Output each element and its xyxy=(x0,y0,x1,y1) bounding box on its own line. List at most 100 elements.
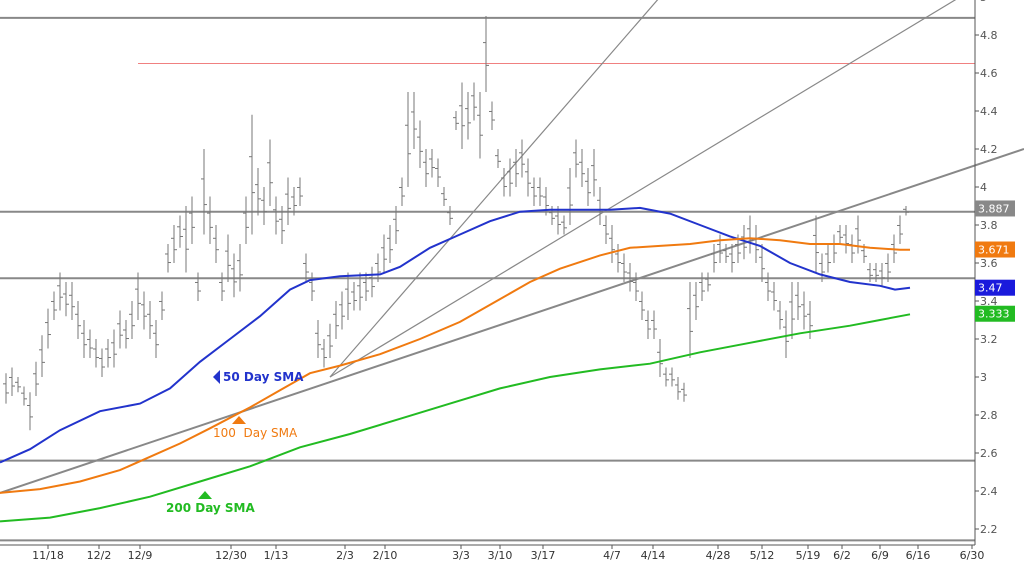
price-bar xyxy=(141,291,147,330)
price-bar xyxy=(657,339,663,377)
price-bar xyxy=(873,263,879,282)
price-bar xyxy=(591,149,597,197)
x-tick-label: 2/3 xyxy=(336,549,354,562)
price-bar xyxy=(627,263,633,292)
price-bar xyxy=(195,272,201,301)
price-bar xyxy=(771,282,777,311)
price-bars xyxy=(3,16,909,431)
price-bar xyxy=(471,82,477,121)
x-tick-label: 5/12 xyxy=(750,549,775,562)
up-arrow-icon xyxy=(232,416,246,424)
price-bar xyxy=(99,348,105,377)
price-bar xyxy=(885,253,891,282)
price-bar xyxy=(879,263,885,286)
price-bar xyxy=(381,234,387,273)
price-bar xyxy=(363,272,369,301)
price-tag-bg xyxy=(975,200,1015,217)
price-bar xyxy=(207,196,213,244)
price-bar xyxy=(903,206,909,216)
x-tick-label: 4/28 xyxy=(706,549,731,562)
price-bar xyxy=(225,234,231,282)
price-tag: 3.333 xyxy=(975,305,1015,322)
price-bar xyxy=(495,149,501,168)
price-bar xyxy=(741,225,747,260)
price-bar xyxy=(489,101,495,130)
x-tick-label: 4/7 xyxy=(603,549,621,562)
price-bar xyxy=(231,253,237,298)
price-bar xyxy=(855,215,861,254)
y-tick-label: 4.2 xyxy=(980,143,998,156)
price-bar xyxy=(603,215,609,244)
price-bar xyxy=(171,225,177,263)
price-bar xyxy=(681,382,687,402)
price-bar xyxy=(279,206,285,244)
price-bar xyxy=(69,282,75,320)
x-axis: 11/18 12/2 12/9 12/30 1/13 2/3 2/10 3/3 3/10 3/17… xyxy=(0,544,984,562)
price-bar xyxy=(417,120,423,168)
price-bar xyxy=(45,308,51,349)
price-bar xyxy=(441,187,447,206)
price-bar xyxy=(393,206,399,244)
price-bar xyxy=(303,253,309,282)
price-bar xyxy=(273,196,279,235)
price-bar xyxy=(579,149,585,187)
price-bar xyxy=(615,244,621,273)
price-bar xyxy=(183,206,189,273)
price-bar xyxy=(459,82,465,149)
x-tick-label: 3/10 xyxy=(488,549,513,562)
x-tick-label: 1/13 xyxy=(264,549,289,562)
price-bar xyxy=(621,253,627,282)
price-tag-label: 3.333 xyxy=(978,308,1010,321)
x-tick-label: 2/10 xyxy=(373,549,398,562)
price-bar xyxy=(117,310,123,349)
left-arrow-icon xyxy=(213,370,220,384)
price-tags: 3.887 3.671 3.47 3.333 xyxy=(975,200,1015,322)
price-tag: 3.671 xyxy=(975,241,1015,258)
x-tick-label: 12/2 xyxy=(87,549,112,562)
price-bar xyxy=(15,377,21,393)
price-bar xyxy=(819,253,825,282)
price-bar xyxy=(897,215,903,244)
price-bar xyxy=(345,272,351,320)
price-bar xyxy=(669,367,675,387)
y-tick-label: 4.6 xyxy=(980,67,998,80)
price-bar xyxy=(369,266,375,298)
price-bar xyxy=(687,282,693,358)
price-bar xyxy=(351,282,357,311)
sma-label-50: 50 Day SMA xyxy=(223,370,304,384)
y-tick-label: 3 xyxy=(980,371,987,384)
annotation-100-day-sma: 100 Day SMA xyxy=(213,416,298,440)
price-bar xyxy=(387,225,393,263)
price-bar xyxy=(645,310,651,339)
price-bar xyxy=(153,320,159,358)
price-bar xyxy=(213,225,219,263)
price-bar xyxy=(81,320,87,358)
price-bar xyxy=(63,282,69,317)
price-bar xyxy=(357,272,363,311)
y-tick-label: 3.2 xyxy=(980,333,998,346)
price-bar xyxy=(33,361,39,396)
price-bar xyxy=(795,282,801,320)
y-tick-label: 4.4 xyxy=(980,105,998,118)
sma-line-200-day-sma xyxy=(0,313,911,523)
price-bar xyxy=(867,263,873,282)
price-bar xyxy=(267,139,273,206)
price-bar xyxy=(837,225,843,244)
y-tick-label: 4.8 xyxy=(980,29,998,42)
trendline xyxy=(0,148,1024,494)
price-bar xyxy=(453,111,459,130)
trendline xyxy=(329,0,957,378)
price-bar xyxy=(633,272,639,301)
price-bar xyxy=(597,187,603,225)
price-bar xyxy=(189,196,195,244)
price-bar xyxy=(429,149,435,178)
price-bar xyxy=(249,114,255,235)
price-bar xyxy=(729,244,735,273)
price-bar xyxy=(525,158,531,197)
price-bar xyxy=(315,320,321,358)
price-bar xyxy=(405,92,411,187)
price-bar xyxy=(333,301,339,339)
price-bar xyxy=(507,158,513,197)
price-bar xyxy=(501,168,507,197)
